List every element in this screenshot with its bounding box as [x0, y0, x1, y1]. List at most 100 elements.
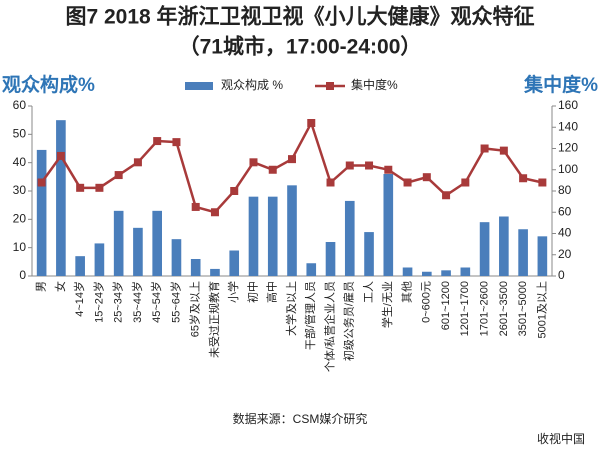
marker — [114, 171, 123, 180]
x-tick-label: 55~64岁 — [168, 281, 182, 323]
bar — [113, 210, 124, 276]
x-tick-label: 0~600元 — [421, 281, 433, 323]
bar — [56, 120, 66, 277]
bar — [133, 227, 143, 276]
y2-tick-label: 160 — [558, 98, 578, 112]
bar — [267, 196, 278, 276]
legend-label: 观众构成 % — [221, 77, 283, 92]
bar — [460, 267, 471, 276]
marker — [480, 144, 489, 153]
marker — [307, 119, 316, 127]
chart-title: 图7 2018 年浙江卫视卫视《小儿大健康》观众特征 — [65, 5, 534, 29]
chart-subtitle: （71城市，17:00-24:00） — [179, 35, 422, 59]
marker — [326, 178, 335, 187]
marker — [56, 151, 65, 160]
bar — [210, 268, 220, 276]
x-tick-label: 45~54岁 — [149, 281, 163, 323]
y2-tick-label: 100 — [558, 162, 578, 176]
marker — [365, 161, 374, 170]
marker — [76, 183, 85, 192]
x-tick-label: 601~1200 — [440, 281, 452, 330]
y-tick-label: 60 — [13, 98, 27, 112]
bar — [422, 271, 432, 276]
marker — [230, 187, 239, 195]
bar — [383, 174, 394, 276]
x-tick-label: 高中 — [265, 281, 279, 303]
bar — [364, 232, 374, 276]
marker — [499, 146, 508, 155]
marker — [442, 191, 451, 200]
y-tick-label: 10 — [13, 240, 27, 254]
legend-swatch — [185, 82, 213, 90]
x-tick-label: 15~24岁 — [91, 281, 105, 323]
bar — [36, 149, 47, 276]
y2-tick-label: 140 — [558, 119, 578, 133]
bar — [287, 185, 297, 276]
x-tick-label: 初中 — [245, 281, 259, 303]
bar — [479, 222, 490, 276]
marker — [95, 183, 104, 192]
y2-tick-label: 120 — [558, 141, 578, 155]
x-tick-label: 学生/无业 — [380, 281, 394, 328]
x-tick-label: 2601~3500 — [498, 281, 510, 336]
y-tick-label: 30 — [13, 183, 27, 197]
marker — [403, 178, 412, 187]
x-tick-label: 小学 — [226, 281, 240, 303]
x-tick-label: 4~14岁 — [72, 281, 86, 317]
x-tick-label: 其他 — [400, 281, 413, 303]
x-tick-label: 3501~5000 — [517, 281, 529, 336]
x-tick-label: 未受过正规教育 — [207, 281, 221, 358]
bar — [518, 229, 528, 276]
watermark: 收视中国 — [537, 431, 585, 446]
legend-swatch — [326, 82, 334, 90]
marker — [37, 178, 46, 187]
bar — [190, 259, 201, 276]
y2-tick-label: 0 — [558, 268, 565, 282]
x-tick-label: 65岁及以上 — [188, 281, 202, 337]
marker — [153, 137, 162, 146]
x-tick-label: 女 — [53, 281, 67, 292]
y2-tick-label: 80 — [558, 183, 572, 197]
x-tick-label: 1701~2600 — [478, 281, 490, 336]
marker — [538, 178, 547, 187]
marker — [133, 158, 142, 167]
marker — [422, 173, 431, 182]
x-tick-label: 大学及以上 — [284, 281, 298, 336]
legend-label: 集中度% — [351, 77, 398, 92]
marker — [249, 158, 258, 167]
marker — [288, 155, 296, 164]
marker — [519, 174, 528, 183]
marker — [384, 165, 393, 174]
marker — [210, 208, 219, 217]
bar — [306, 263, 317, 276]
x-tick-label: 5001及以上 — [535, 281, 548, 338]
x-tick-label: 个体/私营企业人员 — [322, 281, 336, 372]
bar — [344, 200, 355, 276]
y2-tick-label: 20 — [558, 247, 572, 261]
bar — [441, 270, 451, 276]
x-tick-label: 工人 — [362, 281, 375, 303]
marker — [172, 138, 181, 147]
bar — [537, 236, 548, 276]
marker — [191, 202, 200, 211]
bar — [248, 196, 259, 276]
x-tick-label: 干部/管理人员 — [303, 281, 317, 350]
y2-tick-label: 40 — [558, 226, 572, 240]
bar — [94, 243, 105, 276]
y-tick-label: 40 — [13, 155, 27, 169]
y-tick-label: 50 — [13, 127, 27, 141]
x-tick-label: 35~44岁 — [130, 281, 144, 323]
marker — [268, 165, 277, 174]
marker — [345, 161, 354, 170]
x-tick-label: 男 — [36, 281, 48, 292]
y2-tick-label: 60 — [558, 204, 572, 218]
x-tick-label: 初级公务员/雇员 — [342, 281, 356, 361]
source: 数据来源：CSM媒介研究 — [233, 411, 368, 426]
y-axis-title: 观众构成% — [2, 73, 95, 96]
y-tick-label: 20 — [13, 212, 27, 226]
bar — [402, 267, 413, 276]
marker — [461, 178, 470, 187]
bar — [229, 250, 240, 276]
x-tick-label: 25~34岁 — [111, 281, 125, 323]
